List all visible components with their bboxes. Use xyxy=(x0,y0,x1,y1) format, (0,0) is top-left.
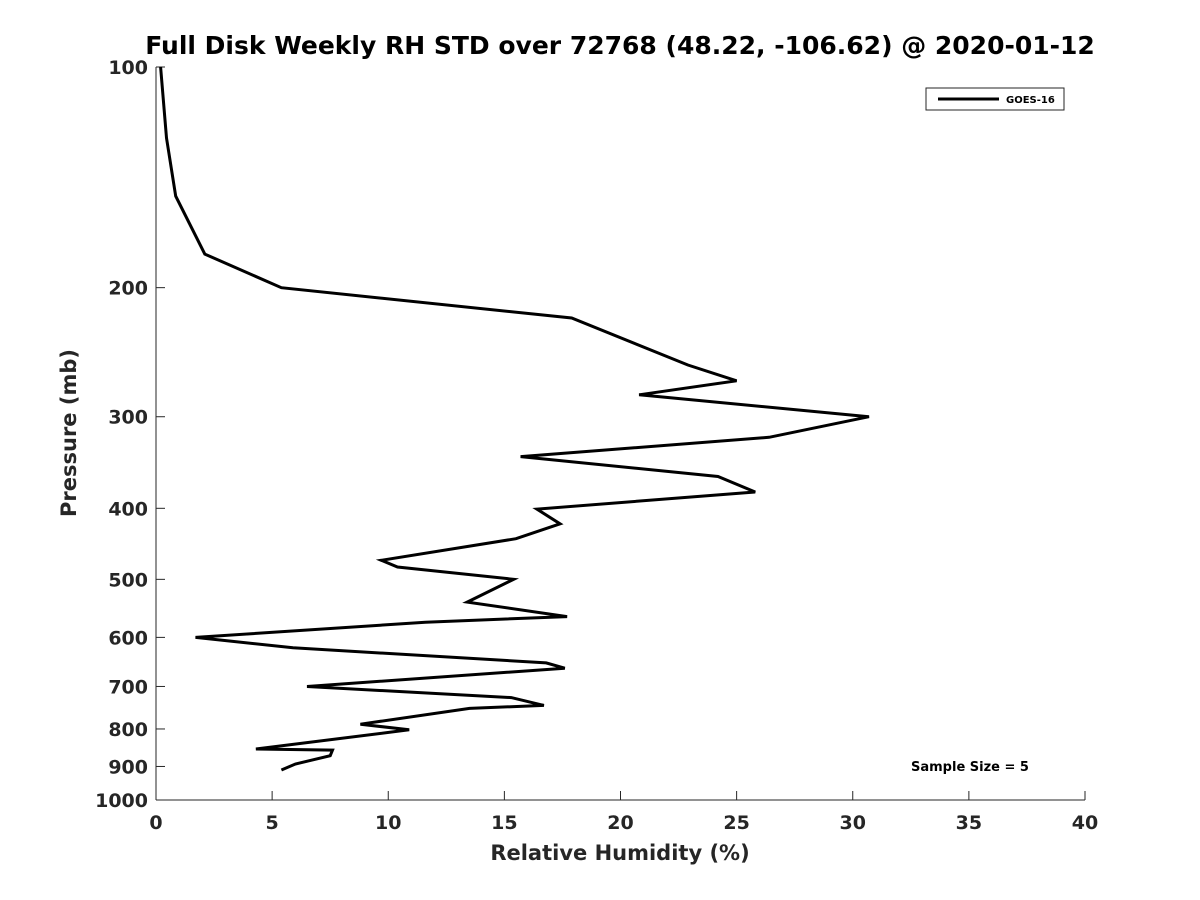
y-tick-label: 500 xyxy=(108,569,148,591)
x-tick-label: 40 xyxy=(1072,812,1098,834)
y-tick-label: 800 xyxy=(108,719,148,741)
chart-title: Full Disk Weekly RH STD over 72768 (48.2… xyxy=(145,31,1095,60)
x-tick-label: 35 xyxy=(956,812,982,834)
x-tick-label: 25 xyxy=(723,812,749,834)
legend-label-goes16: GOES-16 xyxy=(1006,95,1055,106)
x-axis-label: Relative Humidity (%) xyxy=(490,841,749,865)
y-tick-label: 100 xyxy=(108,57,148,79)
x-tick-label: 15 xyxy=(491,812,517,834)
sample-size-annotation: Sample Size = 5 xyxy=(911,760,1029,775)
y-tick-label: 300 xyxy=(108,407,148,429)
y-tick-label: 400 xyxy=(108,498,148,520)
y-tick-label: 1000 xyxy=(95,790,148,812)
series-goes16-line xyxy=(159,66,870,772)
x-tick-label: 20 xyxy=(607,812,633,834)
y-tick-label: 200 xyxy=(108,278,148,300)
y-tick-label: 900 xyxy=(108,756,148,778)
x-tick-label: 5 xyxy=(266,812,279,834)
plot-area xyxy=(156,67,1085,800)
x-tick-label: 0 xyxy=(149,812,162,834)
x-tick-label: 10 xyxy=(375,812,401,834)
y-axis-ticks: 100 200 300 400 500 600 700 800 900 1000 xyxy=(95,57,165,812)
y-axis-label: Pressure (mb) xyxy=(57,349,81,517)
y-tick-label: 700 xyxy=(108,676,148,698)
legend: GOES-16 xyxy=(925,87,1065,111)
y-tick-label: 600 xyxy=(108,627,148,649)
x-tick-label: 30 xyxy=(840,812,866,834)
x-axis-ticks: 0 5 10 15 20 25 30 35 40 xyxy=(149,791,1098,834)
